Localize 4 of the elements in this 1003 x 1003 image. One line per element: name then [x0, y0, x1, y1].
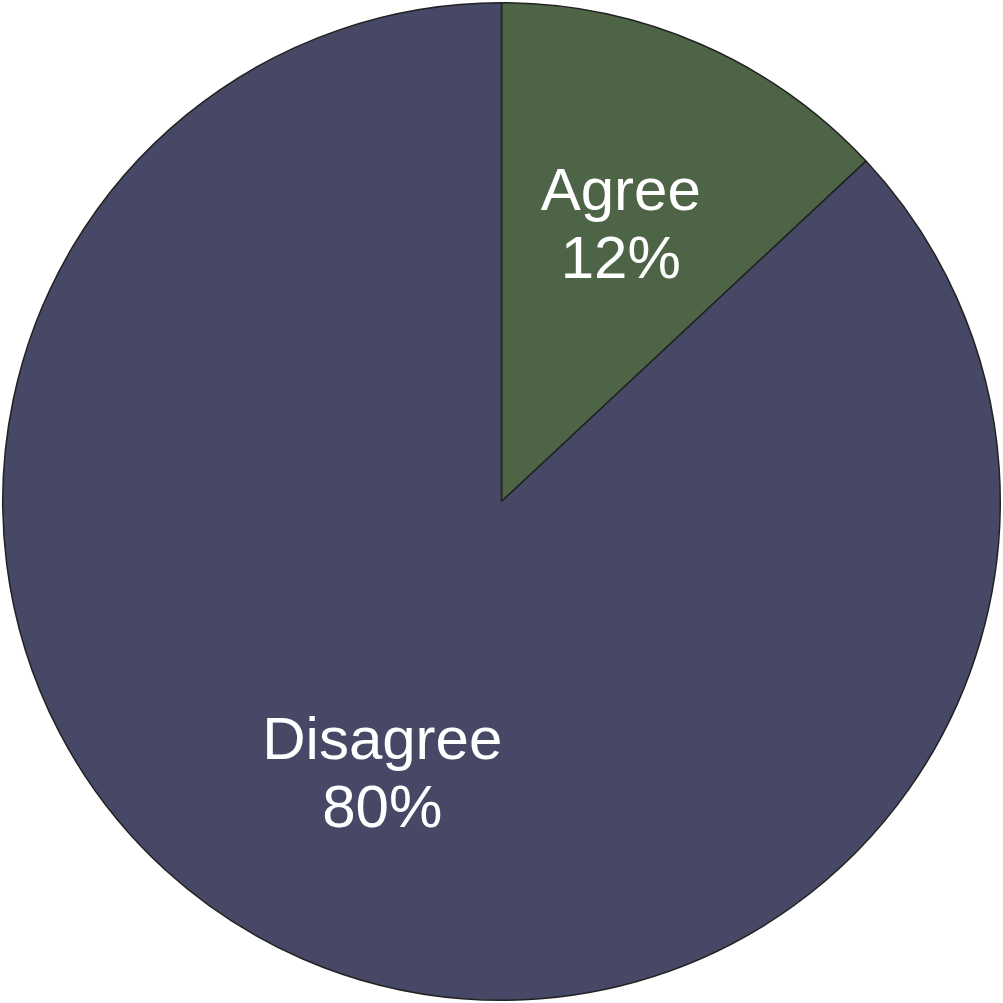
slice-label: Agree [540, 155, 701, 223]
slice-label: Disagree [262, 704, 503, 772]
data-label: 12% [560, 223, 681, 291]
data-label: 80% [322, 772, 443, 840]
